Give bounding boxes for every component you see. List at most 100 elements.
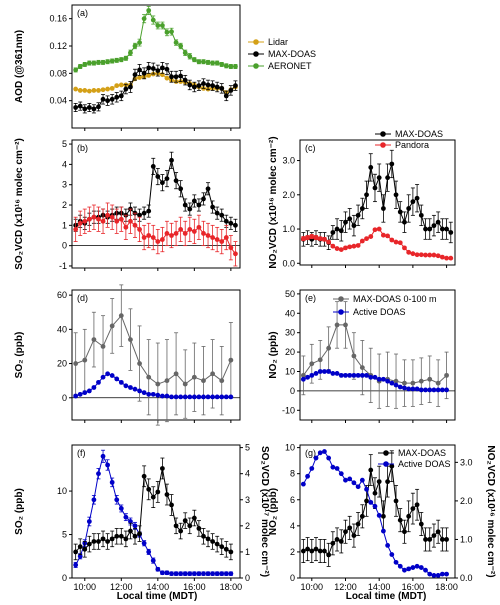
series-1 [73, 371, 234, 400]
data-point [355, 243, 361, 248]
data-point [173, 371, 179, 377]
data-point [427, 387, 433, 393]
data-point [137, 361, 142, 366]
data-point [385, 479, 391, 485]
data-point [77, 544, 83, 550]
data-point [155, 23, 161, 28]
data-point [196, 571, 202, 577]
data-point [114, 497, 120, 503]
data-point [372, 227, 378, 233]
data-point [322, 236, 327, 242]
data-point [73, 361, 79, 366]
legend-marker [383, 461, 389, 467]
data-point [380, 232, 386, 238]
y2-tick-label: 3 [245, 495, 250, 505]
plot-frame [299, 444, 456, 579]
data-point [205, 394, 211, 400]
data-point [187, 394, 193, 400]
data-point [219, 571, 225, 577]
data-point [109, 85, 115, 91]
data-point [86, 105, 92, 110]
data-point [196, 526, 202, 531]
data-point [418, 565, 424, 570]
y-tick-label: 30 [285, 328, 295, 338]
data-point [402, 567, 407, 573]
data-point [100, 536, 106, 542]
data-point [109, 214, 115, 220]
data-point [201, 59, 206, 65]
data-point [355, 212, 361, 218]
panel-d: 0 20 40 60 (d) SO₂ (ppb) [14, 284, 241, 426]
data-point [406, 513, 412, 519]
data-point [300, 481, 306, 487]
data-point [169, 157, 174, 163]
data-point [187, 226, 193, 232]
plot-frame [299, 289, 456, 421]
data-point [228, 394, 234, 400]
y-tick-label: 20 [285, 347, 295, 357]
data-point [305, 546, 310, 552]
series-active-doas [300, 449, 449, 578]
y-tick-label: 0 [290, 386, 295, 396]
data-point [334, 466, 340, 471]
data-point [223, 63, 229, 69]
data-point [385, 175, 391, 181]
data-point [182, 394, 188, 400]
data-point [343, 529, 348, 535]
data-point [132, 43, 138, 49]
data-point [431, 252, 437, 258]
data-point [146, 65, 152, 71]
data-point [219, 394, 225, 400]
data-point [431, 533, 437, 538]
legend-label: MAX-DOAS 0-100 m [353, 294, 437, 304]
data-point [351, 223, 357, 229]
data-point [178, 394, 184, 400]
data-point [448, 255, 454, 261]
data-point [435, 387, 441, 393]
data-point [82, 88, 88, 93]
data-point [309, 466, 315, 471]
data-point [77, 391, 83, 397]
y-axis-label: SO₂ (ppb) [14, 332, 25, 379]
data-point [178, 73, 184, 79]
data-point [73, 226, 79, 232]
series-0 [73, 284, 234, 426]
data-point [123, 383, 129, 389]
data-point [376, 479, 382, 485]
data-point [330, 464, 336, 470]
data-point [132, 523, 138, 529]
data-point [444, 226, 449, 232]
legend-label: Active DOAS [353, 307, 406, 317]
data-point [330, 230, 336, 235]
data-point [118, 506, 124, 511]
data-point [100, 218, 106, 224]
data-point [334, 537, 340, 542]
data-point [439, 571, 445, 577]
data-point [300, 372, 306, 378]
data-point [435, 380, 441, 386]
data-point [73, 549, 79, 555]
y-tick-label: 0 [62, 241, 67, 251]
y2-tick-label: 3.0 [460, 457, 473, 467]
data-point [86, 216, 92, 222]
data-point [114, 57, 120, 63]
data-point [96, 539, 101, 544]
data-point [233, 251, 238, 257]
data-point [376, 175, 382, 181]
y-tick-label: -1 [59, 261, 67, 271]
data-point [187, 82, 193, 88]
data-point [196, 202, 202, 208]
data-point [191, 515, 197, 521]
data-point [330, 371, 336, 376]
data-point [305, 374, 310, 380]
y2-axis-label: NO₂VCD (x10¹⁶ molec cm⁻²) [485, 445, 496, 577]
panel-label: (f) [77, 448, 86, 458]
data-point [313, 546, 319, 552]
data-point [364, 498, 369, 504]
data-point [159, 65, 165, 71]
data-point [146, 374, 152, 380]
data-point [423, 387, 428, 393]
data-point [214, 210, 220, 216]
data-point [355, 372, 361, 378]
data-point [219, 544, 225, 550]
